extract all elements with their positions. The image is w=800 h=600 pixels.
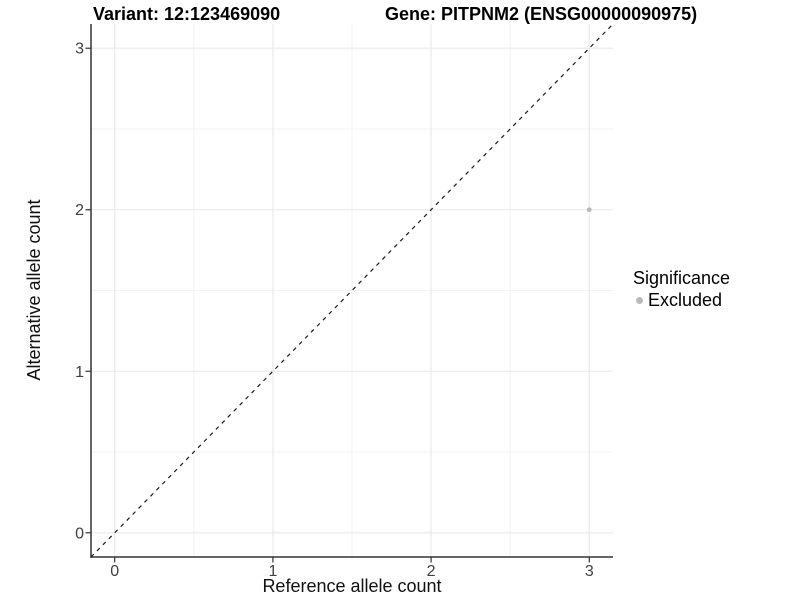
x-tick-label: 2 (427, 563, 436, 580)
identity-diagonal-line (90, 23, 614, 558)
x-axis-title: Reference allele count (262, 576, 441, 596)
x-tick-label: 1 (268, 563, 277, 580)
x-tick-label: 0 (110, 563, 119, 580)
axis-tick-marks (85, 47, 590, 563)
x-tick-label: 3 (585, 563, 594, 580)
y-tick-label: 2 (75, 202, 84, 219)
legend-item-label: Excluded (648, 290, 723, 310)
data-point (586, 207, 592, 213)
y-axis-title: Alternative allele count (24, 199, 44, 380)
y-tick-label: 3 (75, 41, 84, 58)
x-axis-tick-labels: 0 1 2 3 (110, 563, 594, 580)
y-tick-label: 0 (75, 525, 84, 542)
y-tick-label: 1 (75, 364, 84, 381)
gene-title: Gene: PITPNM2 (ENSG00000090975) (385, 4, 698, 24)
legend-item-excluded: Excluded (636, 290, 730, 310)
variant-title: Variant: 12:123469090 (93, 4, 281, 24)
legend-title: Significance (633, 268, 731, 288)
data-points (586, 207, 592, 213)
major-gridlines (91, 24, 613, 557)
y-axis-tick-labels: 0 1 2 3 (75, 41, 84, 543)
legend-point-icon (636, 296, 643, 304)
legend: Significance Excluded (630, 268, 730, 310)
minor-gridlines (91, 24, 613, 557)
